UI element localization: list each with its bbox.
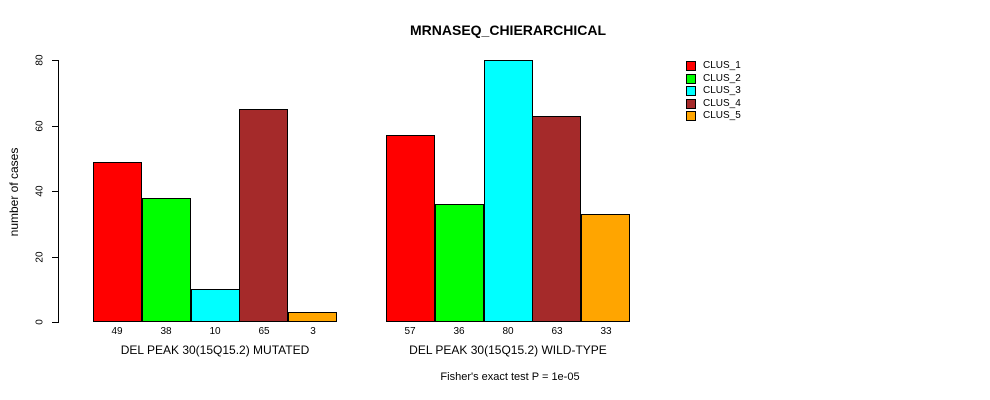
- bar-clus_3-group0: [191, 289, 240, 322]
- bar-value-label: 3: [310, 326, 316, 337]
- bar-value-label: 65: [258, 326, 270, 337]
- legend-swatch-icon: [686, 73, 696, 84]
- bar-value-label: 38: [160, 326, 172, 337]
- y-tick-mark: [52, 60, 58, 61]
- bar-clus_5-group1: [581, 214, 630, 322]
- legend-row-clus_2: CLUS_2: [686, 72, 741, 84]
- bar-value-label: 49: [111, 326, 123, 337]
- y-tick-label: 40: [34, 185, 46, 197]
- bar-clus_2-group0: [142, 198, 191, 322]
- legend-row-clus_1: CLUS_1: [686, 61, 741, 71]
- bar-value-label: 10: [209, 326, 221, 337]
- legend-label: CLUS_3: [703, 85, 741, 96]
- bar-value-label: 33: [600, 326, 612, 337]
- bar-clus_5-group0: [288, 312, 337, 322]
- y-tick-mark: [52, 322, 58, 323]
- legend-swatch-icon: [686, 61, 696, 71]
- bar-clus_4-group1: [532, 116, 581, 322]
- y-tick-label: 60: [34, 120, 46, 132]
- bar-value-label: 36: [453, 326, 465, 337]
- legend-swatch-icon: [686, 86, 696, 96]
- legend: CLUS_1 CLUS_2 CLUS_3 CLUS_4 CLUS_5: [686, 61, 741, 124]
- y-tick-mark: [52, 257, 58, 258]
- legend-swatch-icon: [686, 111, 696, 121]
- y-axis-label: number of cases: [7, 147, 21, 237]
- y-tick-label: 0: [34, 319, 46, 325]
- legend-label: CLUS_4: [703, 97, 741, 109]
- bar-value-label: 80: [502, 326, 514, 337]
- bar-clus_4-group0: [239, 109, 288, 322]
- chart-title: MRNASEQ_CHIERARCHICAL: [409, 22, 607, 38]
- legend-swatch-icon: [686, 98, 696, 109]
- bar-clus_3-group1: [484, 60, 533, 322]
- y-tick-mark: [52, 126, 58, 127]
- bar-clus_1-group0: [93, 162, 142, 322]
- bar-clus_1-group1: [386, 135, 435, 322]
- footnote: Fisher's exact test P = 1e-05: [440, 371, 580, 383]
- legend-label: CLUS_1: [703, 60, 741, 71]
- y-tick-label: 20: [34, 251, 46, 263]
- y-axis: [58, 60, 59, 323]
- group-label-wild-type: DEL PEAK 30(15Q15.2) WILD-TYPE: [409, 343, 607, 357]
- legend-row-clus_3: CLUS_3: [686, 86, 741, 96]
- y-tick-label: 80: [34, 54, 46, 66]
- legend-label: CLUS_5: [703, 110, 741, 121]
- bar-value-label: 57: [404, 326, 416, 337]
- y-tick-mark: [52, 191, 58, 192]
- legend-row-clus_5: CLUS_5: [686, 111, 741, 121]
- bar-clus_2-group1: [435, 204, 484, 322]
- legend-row-clus_4: CLUS_4: [686, 97, 741, 109]
- bar-value-label: 63: [551, 326, 563, 337]
- legend-label: CLUS_2: [703, 72, 741, 84]
- group-label-mutated: DEL PEAK 30(15Q15.2) MUTATED: [120, 343, 310, 357]
